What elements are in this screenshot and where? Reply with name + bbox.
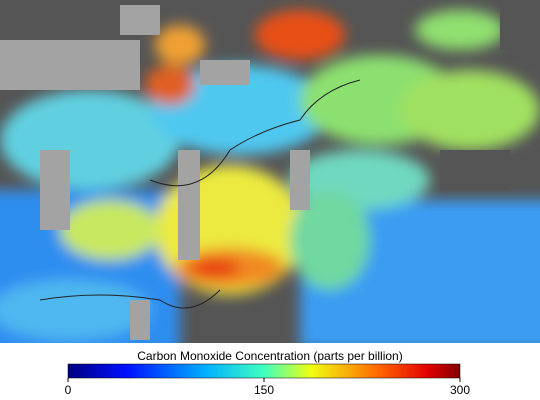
- no-data-areas: [0, 5, 310, 340]
- coastline: [149, 79, 361, 187]
- colorbar-tick-label: 150: [254, 383, 274, 397]
- map: [0, 0, 540, 343]
- coastline: [39, 289, 221, 309]
- colorbar-title: Carbon Monoxide Concentration (parts per…: [137, 349, 402, 363]
- colorbar: [67, 363, 461, 379]
- colorbar-tick-label: 300: [450, 383, 470, 397]
- colorbar-tick-label: 0: [65, 383, 72, 397]
